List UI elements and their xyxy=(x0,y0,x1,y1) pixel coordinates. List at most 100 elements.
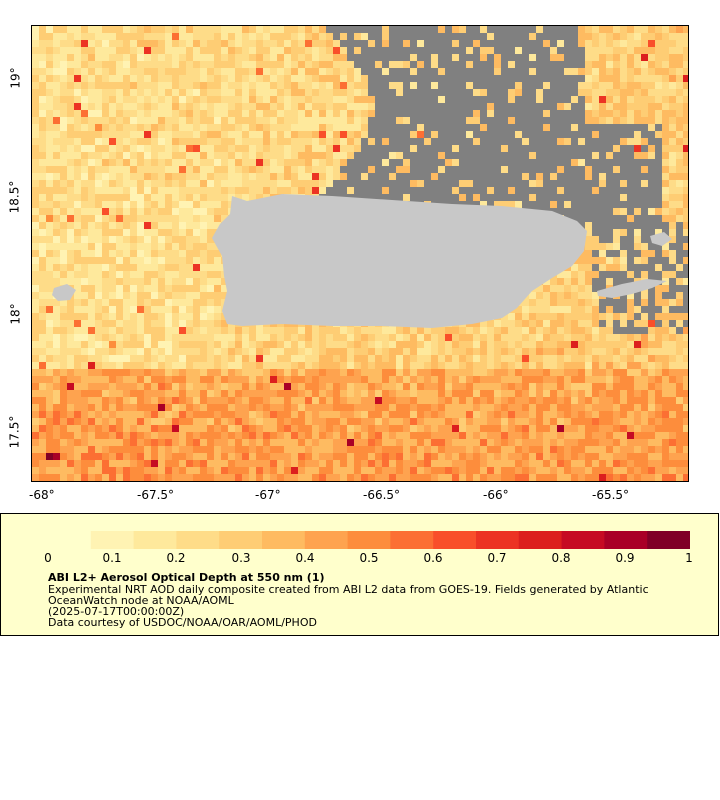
aod-pixel xyxy=(242,89,249,96)
aod-pixel xyxy=(396,362,403,369)
aod-pixel xyxy=(221,159,228,166)
aod-pixel xyxy=(235,82,242,89)
aod-pixel xyxy=(193,40,200,47)
aod-pixel xyxy=(529,194,536,201)
aod-pixel xyxy=(144,278,151,285)
aod-pixel xyxy=(67,264,74,271)
aod-pixel xyxy=(389,390,396,397)
aod-pixel xyxy=(326,54,333,61)
aod-pixel xyxy=(634,68,641,75)
aod-pixel xyxy=(473,383,480,390)
aod-pixel xyxy=(123,145,130,152)
aod-pixel xyxy=(207,131,214,138)
aod-pixel xyxy=(109,173,116,180)
aod-pixel xyxy=(109,327,116,334)
aod-pixel xyxy=(207,243,214,250)
aod-pixel xyxy=(200,208,207,215)
aod-pixel xyxy=(578,89,585,96)
aod-pixel xyxy=(32,215,39,222)
aod-pixel xyxy=(480,54,487,61)
aod-pixel xyxy=(382,138,389,145)
aod-pixel xyxy=(109,278,116,285)
aod-pixel xyxy=(445,341,452,348)
aod-pixel xyxy=(368,362,375,369)
aod-pixel xyxy=(585,278,592,285)
aod-pixel xyxy=(95,390,102,397)
aod-pixel xyxy=(669,103,676,110)
aod-pixel xyxy=(200,26,207,33)
aod-pixel xyxy=(683,145,688,152)
aod-pixel xyxy=(179,334,186,341)
aod-pixel xyxy=(557,369,564,376)
aod-pixel xyxy=(165,229,172,236)
aod-map xyxy=(31,25,689,482)
aod-pixel xyxy=(662,96,669,103)
aod-pixel xyxy=(235,124,242,131)
aod-pixel xyxy=(529,320,536,327)
aod-pixel xyxy=(277,61,284,68)
aod-pixel xyxy=(312,355,319,362)
aod-pixel xyxy=(333,124,340,131)
aod-pixel xyxy=(529,341,536,348)
aod-pixel xyxy=(193,194,200,201)
aod-pixel xyxy=(193,159,200,166)
aod-pixel xyxy=(326,180,333,187)
aod-pixel xyxy=(662,271,669,278)
aod-pixel xyxy=(627,61,634,68)
aod-pixel xyxy=(32,285,39,292)
aod-pixel xyxy=(396,390,403,397)
aod-pixel xyxy=(102,152,109,159)
aod-pixel xyxy=(137,376,144,383)
aod-pixel xyxy=(494,54,501,61)
aod-pixel xyxy=(501,376,508,383)
aod-pixel xyxy=(557,306,564,313)
aod-pixel xyxy=(550,348,557,355)
aod-pixel xyxy=(39,110,46,117)
aod-pixel xyxy=(662,285,669,292)
aod-pixel xyxy=(340,110,347,117)
aod-pixel xyxy=(340,96,347,103)
aod-pixel xyxy=(207,348,214,355)
aod-pixel xyxy=(291,103,298,110)
aod-pixel xyxy=(130,96,137,103)
aod-pixel xyxy=(130,201,137,208)
aod-pixel xyxy=(256,369,263,376)
aod-pixel xyxy=(382,390,389,397)
aod-pixel xyxy=(291,187,298,194)
aod-pixel xyxy=(81,222,88,229)
aod-pixel xyxy=(186,103,193,110)
aod-pixel xyxy=(39,292,46,299)
aod-pixel xyxy=(508,369,515,376)
aod-pixel xyxy=(102,201,109,208)
aod-pixel xyxy=(179,145,186,152)
aod-pixel xyxy=(39,89,46,96)
aod-pixel xyxy=(648,327,655,334)
aod-pixel xyxy=(620,117,627,124)
aod-pixel xyxy=(571,271,578,278)
aod-pixel xyxy=(396,355,403,362)
aod-pixel xyxy=(340,152,347,159)
aod-pixel xyxy=(95,208,102,215)
aod-pixel xyxy=(550,390,557,397)
aod-pixel xyxy=(683,187,688,194)
aod-pixel xyxy=(249,54,256,61)
aod-pixel xyxy=(256,166,263,173)
aod-pixel xyxy=(46,201,53,208)
aod-pixel xyxy=(165,390,172,397)
aod-pixel xyxy=(620,369,627,376)
aod-pixel xyxy=(515,89,522,96)
aod-pixel xyxy=(669,355,676,362)
aod-pixel xyxy=(375,355,382,362)
aod-pixel xyxy=(235,159,242,166)
aod-pixel xyxy=(564,201,571,208)
aod-pixel xyxy=(683,117,688,124)
aod-pixel xyxy=(557,285,564,292)
aod-pixel xyxy=(662,215,669,222)
aod-pixel xyxy=(235,138,242,145)
aod-pixel xyxy=(179,89,186,96)
aod-pixel xyxy=(585,82,592,89)
aod-pixel xyxy=(165,250,172,257)
aod-pixel xyxy=(543,369,550,376)
aod-pixel xyxy=(221,82,228,89)
aod-pixel xyxy=(67,215,74,222)
